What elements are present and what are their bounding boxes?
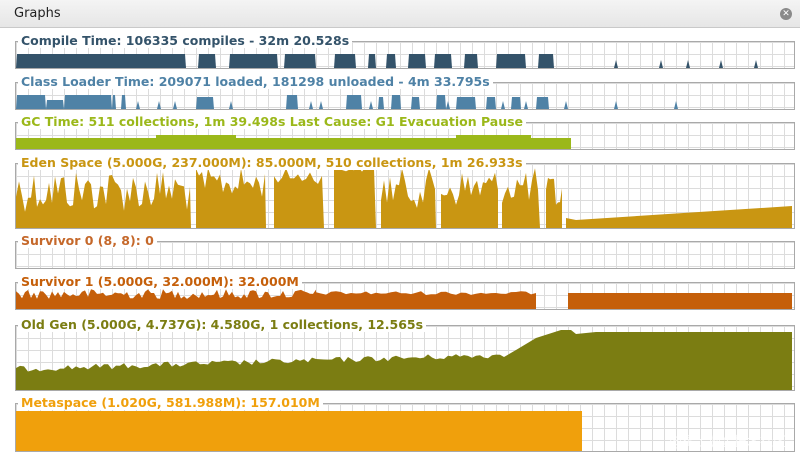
graph-label-metaspace: Metaspace (1.020G, 581.988M): 157.010M bbox=[18, 395, 323, 410]
graph-block bbox=[112, 95, 116, 109]
graph-plot-survivor-0 bbox=[15, 241, 795, 269]
graph-block bbox=[198, 54, 216, 68]
graph-block bbox=[464, 54, 478, 68]
graph-block bbox=[408, 54, 426, 68]
graph-area bbox=[16, 330, 792, 390]
graph-area bbox=[334, 166, 376, 228]
graph-label-old-gen: Old Gen (5.000G, 4.737G): 4.580G, 1 coll… bbox=[18, 317, 427, 332]
graph-spike bbox=[369, 101, 373, 109]
graph-block bbox=[121, 95, 126, 109]
graph-block bbox=[511, 97, 521, 109]
graph-block bbox=[229, 54, 278, 68]
graph-block bbox=[64, 95, 112, 109]
graph-area-survivor-1 bbox=[16, 289, 792, 309]
graph-plot-survivor-1 bbox=[15, 282, 795, 310]
graph-survivor-0: Survivor 0 (8, 8): 0 bbox=[15, 233, 795, 269]
graph-block bbox=[346, 95, 362, 109]
graph-block bbox=[536, 97, 549, 109]
window-title: Graphs bbox=[14, 6, 61, 21]
window-titlebar: Graphs ✕ bbox=[0, 0, 800, 28]
graph-block bbox=[286, 95, 298, 109]
graph-gc-time: GC Time: 511 collections, 1m 39.498s Las… bbox=[15, 114, 795, 150]
graph-area bbox=[316, 291, 536, 309]
graph-old-gen: Old Gen (5.000G, 4.737G): 4.580G, 1 coll… bbox=[15, 317, 795, 391]
graph-block bbox=[436, 95, 446, 109]
graph-block bbox=[16, 54, 186, 68]
graph-spike bbox=[229, 101, 233, 109]
graph-spike bbox=[686, 60, 690, 68]
graph-area bbox=[16, 172, 191, 228]
graph-block bbox=[16, 95, 46, 109]
graph-class-loader-time: Class Loader Time: 209071 loaded, 181298… bbox=[15, 74, 795, 110]
close-icon[interactable]: ✕ bbox=[780, 8, 792, 20]
graph-block bbox=[368, 54, 376, 68]
graph-area bbox=[196, 168, 266, 228]
graph-area bbox=[16, 135, 571, 149]
graph-block bbox=[411, 97, 420, 109]
graph-area bbox=[566, 206, 792, 228]
graph-block bbox=[456, 97, 476, 109]
graph-area bbox=[441, 172, 498, 228]
graph-block bbox=[538, 54, 554, 68]
graph-label-compile-time: Compile Time: 106335 compiles - 32m 20.5… bbox=[18, 33, 353, 48]
graph-spike bbox=[309, 101, 313, 109]
graph-label-gc-time: GC Time: 511 collections, 1m 39.498s Las… bbox=[18, 114, 527, 129]
graph-plot-metaspace bbox=[15, 403, 795, 452]
graph-area-old-gen bbox=[16, 330, 792, 390]
graph-spike bbox=[501, 101, 505, 109]
graph-area bbox=[16, 411, 582, 451]
graph-area bbox=[274, 168, 324, 228]
graph-spike bbox=[719, 60, 723, 68]
graph-block bbox=[284, 54, 316, 68]
graph-eden-space: Eden Space (5.000G, 237.000M): 85.000M, … bbox=[15, 155, 795, 229]
graph-spike bbox=[136, 101, 140, 109]
graph-block bbox=[378, 97, 384, 109]
graph-compile-time: Compile Time: 106335 compiles - 32m 20.5… bbox=[15, 33, 795, 69]
graph-area bbox=[502, 168, 540, 228]
graph-area-compile-time bbox=[16, 54, 758, 68]
graph-block bbox=[486, 97, 496, 109]
graph-area bbox=[568, 293, 792, 309]
graph-spike bbox=[614, 60, 618, 68]
graph-label-class-loader-time: Class Loader Time: 209071 loaded, 181298… bbox=[18, 74, 493, 89]
graph-spike bbox=[524, 101, 528, 109]
graph-block bbox=[496, 54, 526, 68]
graph-spike bbox=[754, 60, 758, 68]
graph-label-eden-space: Eden Space (5.000G, 237.000M): 85.000M, … bbox=[18, 155, 526, 170]
graph-area-metaspace bbox=[16, 411, 582, 451]
graph-block bbox=[196, 97, 214, 109]
graph-block bbox=[434, 54, 452, 68]
graph-spike bbox=[659, 60, 663, 68]
graph-block bbox=[334, 54, 356, 68]
graph-block bbox=[46, 100, 64, 109]
graph-plot-eden-space bbox=[15, 163, 795, 229]
graph-area bbox=[16, 289, 316, 309]
watermark-text: @稀土掘金技术社区 bbox=[668, 435, 786, 450]
graph-spike bbox=[446, 101, 450, 109]
graph-spike bbox=[319, 101, 323, 109]
graph-area bbox=[381, 168, 436, 228]
graph-survivor-1: Survivor 1 (5.000G, 32.000M): 32.000M bbox=[15, 274, 795, 310]
graph-spike bbox=[157, 101, 161, 109]
graph-label-survivor-0: Survivor 0 (8, 8): 0 bbox=[18, 233, 157, 248]
graph-spike bbox=[674, 101, 678, 109]
graph-plot-old-gen bbox=[15, 325, 795, 391]
graph-label-survivor-1: Survivor 1 (5.000G, 32.000M): 32.000M bbox=[18, 274, 302, 289]
graph-area bbox=[546, 177, 562, 228]
graph-spike bbox=[173, 101, 177, 109]
graph-area-class-loader-time bbox=[16, 95, 678, 109]
graph-area-gc-time bbox=[16, 135, 571, 149]
graph-block bbox=[391, 95, 401, 109]
graph-spike bbox=[564, 101, 568, 109]
graph-spike bbox=[614, 101, 618, 109]
graph-block bbox=[386, 54, 396, 68]
graph-area-eden-space bbox=[16, 166, 792, 228]
graph-metaspace: Metaspace (1.020G, 581.988M): 157.010M bbox=[15, 395, 795, 452]
